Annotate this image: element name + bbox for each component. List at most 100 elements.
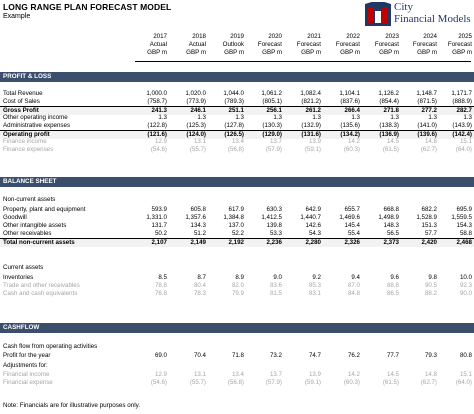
cell-value: (131.6) <box>301 131 321 138</box>
cell-value: 1.3 <box>312 114 321 121</box>
cell-value: 1,412.5 <box>261 214 282 221</box>
cell-value: 70.4 <box>193 352 206 359</box>
cell-value: 86.5 <box>386 290 399 297</box>
logo-text-city: City <box>394 1 413 13</box>
column-header-unit: GBP m <box>262 49 282 56</box>
cell-value: 58.8 <box>459 230 472 237</box>
column-header-type: Actual <box>188 41 206 48</box>
cell-value: (122.8) <box>147 122 167 129</box>
cell-value: 14.8 <box>424 371 437 378</box>
cell-value: 76.8 <box>154 290 167 297</box>
cell-value: 15.1 <box>459 138 472 145</box>
cell-value: 1,044.0 <box>223 90 244 97</box>
cell-value: (888.9) <box>452 98 472 105</box>
cell-value: 617.9 <box>228 206 244 213</box>
column-header-type: Forecast <box>335 41 360 48</box>
column-header-unit: GBP m <box>186 49 206 56</box>
cell-value: 1.3 <box>158 114 167 121</box>
table-row: Financial expense (54.6) (55.7) (56.8) (57.9… <box>0 379 474 387</box>
cell-value: (142.4) <box>452 131 472 138</box>
cell-value: 14.8 <box>424 138 437 145</box>
current-assets-heading: Current assets <box>3 264 44 271</box>
cell-value: 1,082.4 <box>300 90 321 97</box>
column-header: 2025 Forecast GBP m <box>444 33 472 57</box>
cell-value: (60.3) <box>343 146 360 153</box>
cell-value: (854.4) <box>379 98 399 105</box>
cell-value: (60.3) <box>343 379 360 386</box>
cell-value: 8.7 <box>197 274 206 281</box>
cell-value: 9.4 <box>351 274 360 281</box>
cell-value: 84.8 <box>347 290 360 297</box>
cell-value: 13.4 <box>231 371 244 378</box>
column-header-type: Forecast <box>412 41 437 48</box>
cell-value: 266.4 <box>344 107 360 114</box>
cell-value: 88.2 <box>424 290 437 297</box>
cell-value: 85.3 <box>308 282 321 289</box>
cell-value: 154.3 <box>456 222 472 229</box>
cell-value: 53.3 <box>269 230 282 237</box>
cell-value: 78.3 <box>193 290 206 297</box>
cell-value: (136.9) <box>379 131 399 138</box>
column-header-year: 2017 <box>153 33 167 40</box>
cell-value: 79.3 <box>424 352 437 359</box>
cell-value: (126.5) <box>224 131 244 138</box>
cell-value: 15.1 <box>459 371 472 378</box>
cell-value: 1.3 <box>428 114 437 121</box>
cell-value: 14.5 <box>386 371 399 378</box>
cell-value: 83.1 <box>308 290 321 297</box>
cell-value: 14.2 <box>347 138 360 145</box>
cell-value: 76.2 <box>347 352 360 359</box>
row-label: Trade and other receivables <box>3 282 80 289</box>
column-header-year: 2021 <box>307 33 321 40</box>
column-header: 2023 Forecast GBP m <box>371 33 399 57</box>
cell-value: 282.7 <box>456 107 472 114</box>
city-financial-models-logo-icon <box>365 0 391 26</box>
cell-value: 1,528.9 <box>416 214 437 221</box>
cell-value: 14.5 <box>386 138 399 145</box>
cell-value: 2,280 <box>305 239 321 246</box>
cell-value: (61.5) <box>382 379 399 386</box>
cell-value: 13.9 <box>308 371 321 378</box>
cell-value: 1,331.0 <box>146 214 167 221</box>
column-header-year: 2018 <box>192 33 206 40</box>
column-header-type: Forecast <box>374 41 399 48</box>
cell-value: (59.1) <box>304 146 321 153</box>
cell-value: (57.9) <box>265 146 282 153</box>
cell-value: 1,061.2 <box>261 90 282 97</box>
cell-value: (837.6) <box>340 98 360 105</box>
section-cashflow: CASHFLOW <box>0 323 474 333</box>
cell-value: 2,236 <box>266 239 282 246</box>
row-label: Property, plant and equipment <box>3 206 86 213</box>
non-current-assets-heading: Non-current assets <box>3 196 56 203</box>
cell-value: (64.0) <box>455 146 472 153</box>
page-subtitle: Example <box>3 13 31 20</box>
row-label: Finance income <box>3 138 47 145</box>
cell-value: 1,357.6 <box>185 214 206 221</box>
cell-value: 57.7 <box>424 230 437 237</box>
row-label: Inventories <box>3 274 34 281</box>
cell-value: (141.0) <box>417 122 437 129</box>
column-header-unit: GBP m <box>379 49 399 56</box>
cell-value: (55.7) <box>189 379 206 386</box>
cell-value: 695.9 <box>456 206 472 213</box>
cell-value: (821.2) <box>301 98 321 105</box>
cell-value: 137.0 <box>228 222 244 229</box>
row-label: Finance expenses <box>3 146 54 153</box>
cell-value: 1.3 <box>390 114 399 121</box>
cell-value: 2,468 <box>456 239 472 246</box>
table-row: Property, plant and equipment 593.9 605.8 6… <box>0 206 474 214</box>
row-label: Cost of Sales <box>3 98 40 105</box>
cell-value: 9.8 <box>428 274 437 281</box>
cell-value: 9.2 <box>312 274 321 281</box>
column-header: 2020 Forecast GBP m <box>254 33 282 57</box>
cell-value: (129.0) <box>262 131 282 138</box>
column-header: 2021 Forecast GBP m <box>293 33 321 57</box>
row-label: Profit for the year <box>3 352 51 359</box>
cell-value: 12.9 <box>154 138 167 145</box>
cell-value: 69.0 <box>154 352 167 359</box>
cell-value: (132.9) <box>301 122 321 129</box>
cell-value: 81.5 <box>269 290 282 297</box>
cell-value: 1.3 <box>235 114 244 121</box>
header-divider <box>135 61 471 62</box>
cell-value: (56.8) <box>227 379 244 386</box>
